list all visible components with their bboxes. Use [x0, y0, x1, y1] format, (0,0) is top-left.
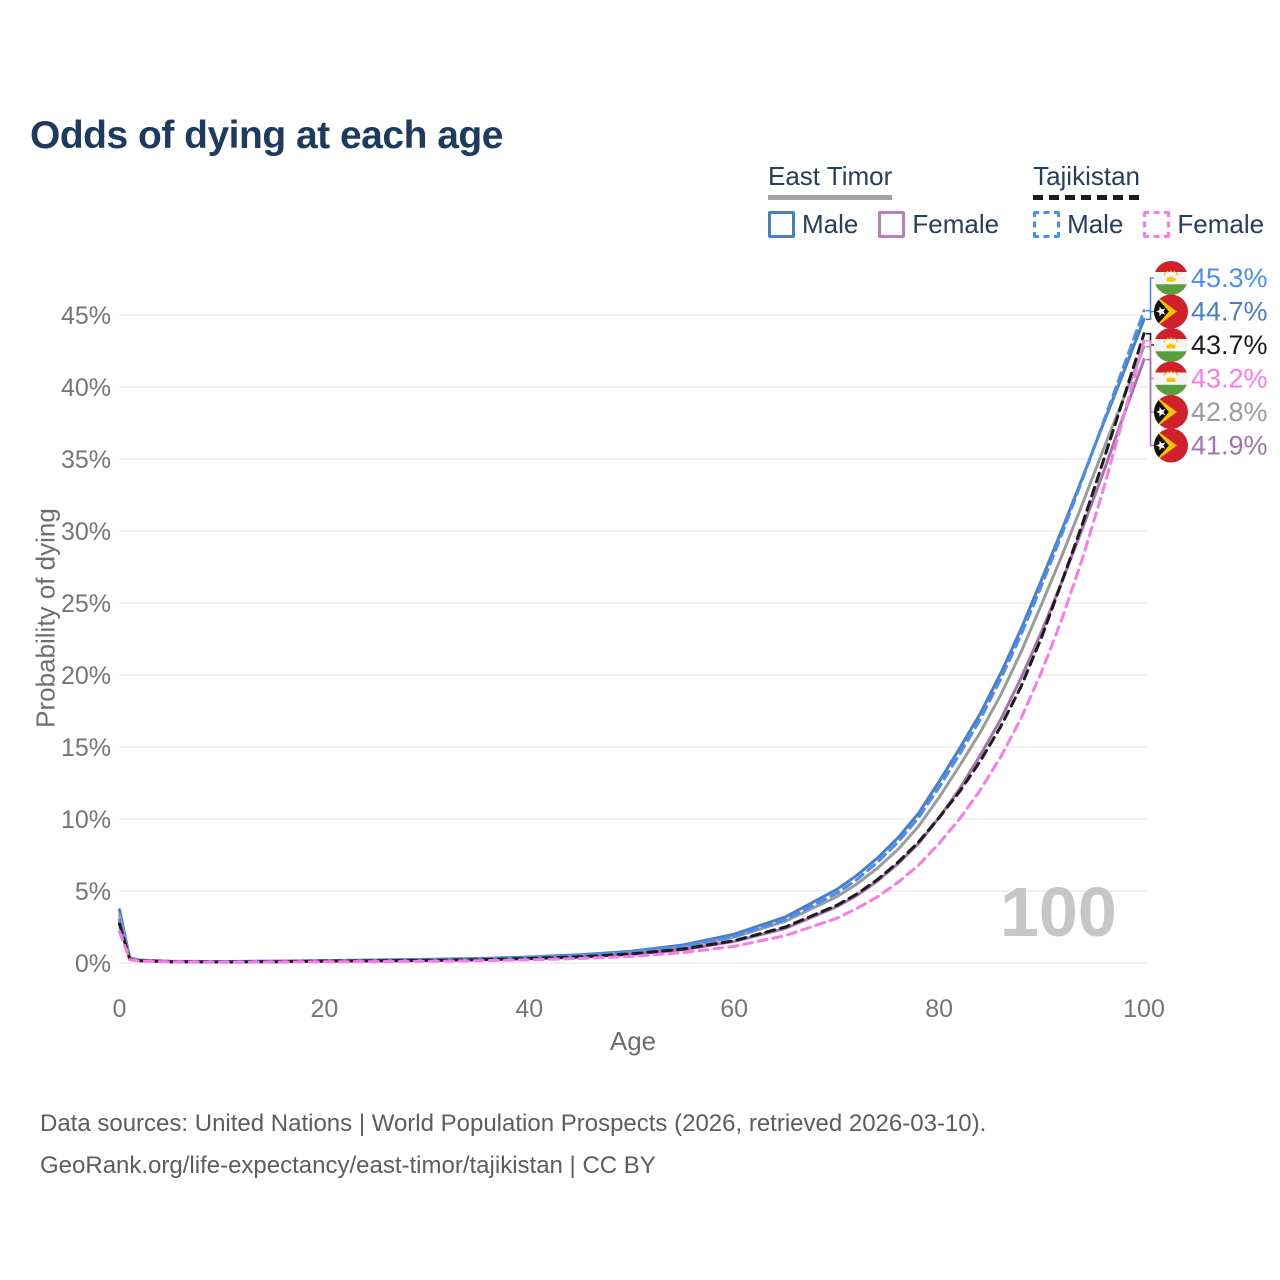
attribution-line: GeoRank.org/life-expectancy/east-timor/t…	[40, 1152, 656, 1179]
legend-item-label: Female	[1177, 209, 1265, 239]
x-tick-label: 100	[1123, 995, 1165, 1023]
series-line-east-timor-both	[118, 345, 1146, 964]
y-tick-label: 25%	[61, 590, 111, 618]
page-title: Odds of dying at each age	[30, 114, 503, 158]
x-axis-title: Age	[609, 1026, 657, 1056]
legend-underline-dashed	[1033, 195, 1140, 200]
x-tick-label: 40	[515, 995, 543, 1023]
y-tick-label: 40%	[61, 374, 111, 402]
legend-item-label: Male	[802, 209, 859, 239]
checkbox-icon[interactable]	[878, 211, 906, 238]
east-timor-flag-icon	[1154, 428, 1188, 463]
end-label-tajikistan-both: 43.7%	[1191, 330, 1268, 360]
end-label-tajikistan-male: 45.3%	[1191, 263, 1268, 293]
series-line-tajikistan-female	[118, 339, 1146, 964]
east-timor-flag-icon	[1154, 294, 1188, 329]
data-sources-line: Data sources: United Nations | World Pop…	[40, 1110, 987, 1137]
checkbox-icon[interactable]	[1033, 211, 1061, 238]
tajikistan-flag-icon	[1154, 261, 1188, 295]
x-tick-label: 0	[113, 995, 127, 1023]
legend-group-title: Tajikistan	[1033, 161, 1140, 191]
end-label-tajikistan-female: 43.2%	[1191, 364, 1268, 394]
legend-group-title-wrap: Tajikistan	[1033, 161, 1140, 200]
legend-item-east-timor-female[interactable]: Female	[878, 209, 999, 240]
series-line-tajikistan-both	[118, 332, 1146, 964]
y-tick-label: 15%	[61, 734, 111, 762]
age-watermark: 100	[1000, 873, 1117, 951]
legend-group-title: East Timor	[768, 161, 893, 191]
end-label-connector	[1146, 310, 1154, 321]
series-line-east-timor-male	[118, 317, 1146, 964]
legend-items: Male Female	[1033, 209, 1264, 240]
legend-items: Male Female	[768, 209, 999, 240]
y-tick-label: 20%	[61, 662, 111, 690]
legend-group-tajikistan: Tajikistan Male Female	[1033, 161, 1264, 240]
y-axis-title: Probability of dying	[30, 508, 61, 728]
legend-item-label: Female	[912, 209, 1000, 239]
end-label-east-timor-female: 41.9%	[1191, 431, 1268, 461]
y-tick-label: 45%	[61, 302, 111, 330]
y-tick-label: 5%	[75, 878, 111, 906]
legend-item-label: Male	[1067, 209, 1124, 239]
end-label-connector	[1146, 358, 1154, 447]
end-label-connector	[1146, 345, 1154, 413]
y-tick-label: 35%	[61, 446, 111, 474]
end-label-east-timor-male: 44.7%	[1191, 297, 1268, 327]
y-tick-label: 30%	[61, 518, 111, 546]
end-label-connector	[1146, 332, 1154, 346]
series-line-tajikistan-male	[118, 309, 1146, 964]
legend-item-east-timor-male[interactable]: Male	[768, 209, 858, 240]
legend-item-tajikistan-female[interactable]: Female	[1143, 209, 1264, 240]
east-timor-flag-icon	[1154, 395, 1188, 429]
y-tick-label: 10%	[61, 806, 111, 834]
end-label-connector	[1146, 340, 1154, 380]
series-line-east-timor-female	[118, 358, 1146, 964]
legend-group-east-timor: East Timor Male Female	[768, 161, 999, 240]
legend-group-title-wrap: East Timor	[768, 161, 893, 200]
legend-item-tajikistan-male[interactable]: Male	[1033, 209, 1123, 240]
x-tick-label: 80	[925, 995, 953, 1023]
x-tick-label: 20	[310, 995, 338, 1023]
legend-underline-solid	[768, 195, 893, 200]
legend: East Timor Male Female Tajikistan	[768, 161, 1264, 240]
end-label-east-timor-both: 42.8%	[1191, 397, 1268, 427]
tajikistan-flag-icon	[1154, 361, 1188, 396]
checkbox-icon[interactable]	[768, 211, 795, 238]
checkbox-icon[interactable]	[1143, 211, 1171, 238]
x-tick-label: 60	[720, 995, 748, 1023]
tajikistan-flag-icon	[1154, 328, 1188, 362]
y-tick-label: 0%	[75, 950, 111, 978]
end-label-connector	[1146, 277, 1154, 312]
